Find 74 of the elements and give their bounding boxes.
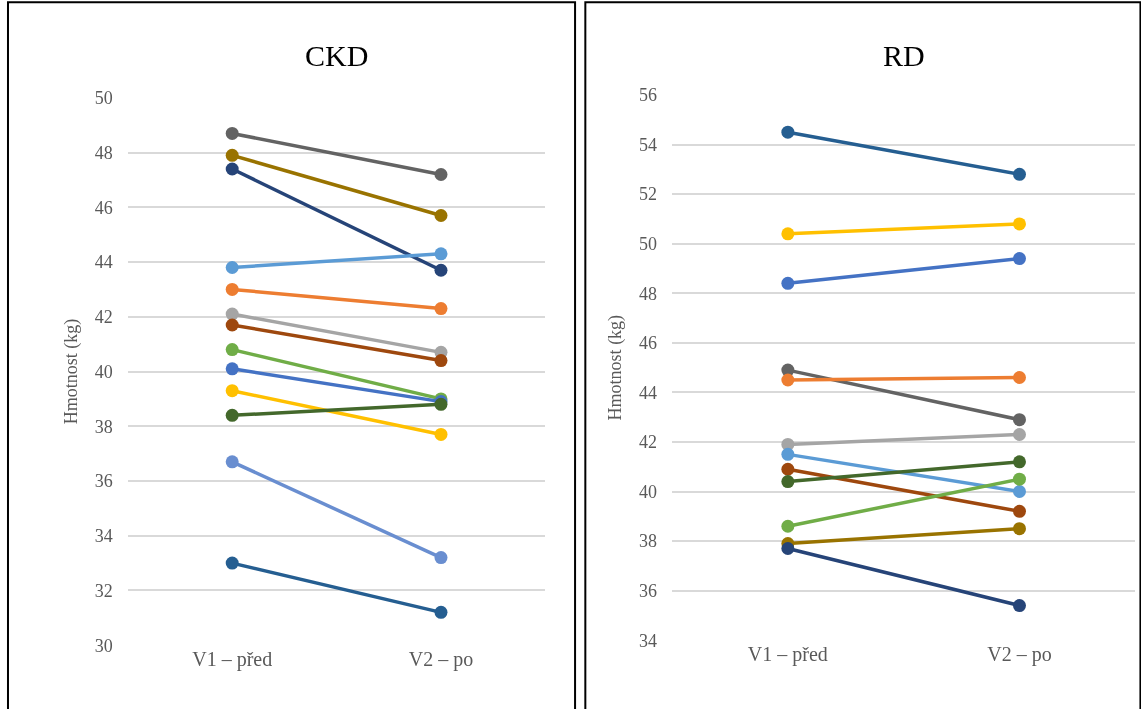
point — [1012, 167, 1026, 181]
point — [781, 475, 795, 489]
point — [1012, 522, 1026, 536]
chart-title: RD — [883, 39, 925, 72]
point — [225, 455, 239, 469]
point — [225, 162, 239, 176]
point — [225, 261, 239, 275]
y-tick-label: 52 — [639, 184, 658, 205]
point — [781, 276, 795, 290]
point — [225, 126, 239, 140]
point — [781, 519, 795, 533]
y-tick-label: 44 — [94, 252, 113, 273]
point — [781, 125, 795, 139]
point — [225, 408, 239, 422]
point — [1012, 428, 1026, 442]
point — [781, 542, 795, 556]
x-tick-label: V2 – po — [408, 648, 474, 672]
point — [225, 362, 239, 376]
point — [434, 263, 448, 277]
y-tick-label: 50 — [94, 88, 113, 109]
y-tick-label: 40 — [639, 481, 658, 502]
point — [781, 462, 795, 476]
point — [225, 384, 239, 398]
point — [1012, 371, 1026, 385]
point — [434, 427, 448, 441]
point — [1012, 252, 1026, 266]
point — [225, 282, 239, 296]
y-tick-label: 42 — [94, 307, 113, 328]
point — [225, 307, 239, 321]
y-tick-label: 46 — [639, 333, 658, 354]
point — [781, 227, 795, 241]
point — [781, 447, 795, 461]
y-tick-label: 44 — [639, 382, 658, 403]
point — [1012, 455, 1026, 469]
point — [225, 556, 239, 570]
y-tick-label: 30 — [94, 635, 113, 656]
y-axis-title: Hmotnost (kg) — [605, 314, 627, 421]
point — [1012, 485, 1026, 499]
point — [434, 302, 448, 316]
y-tick-label: 48 — [94, 142, 113, 163]
point — [434, 354, 448, 368]
point — [225, 148, 239, 162]
point — [434, 209, 448, 223]
chart-title: CKD — [305, 39, 369, 72]
y-tick-label: 48 — [639, 283, 658, 304]
y-tick-label: 46 — [94, 197, 113, 218]
point — [1012, 472, 1026, 486]
x-tick-label: V1 – před — [192, 648, 273, 672]
y-tick-label: 32 — [94, 580, 113, 601]
y-tick-label: 34 — [94, 526, 113, 547]
y-tick-label: 36 — [639, 580, 658, 601]
point — [434, 551, 448, 565]
point — [1012, 217, 1026, 231]
y-tick-label: 36 — [94, 471, 113, 492]
y-tick-label: 38 — [94, 416, 113, 437]
y-tick-label: 42 — [639, 432, 658, 453]
x-tick-label: V1 – před — [747, 643, 828, 667]
x-tick-label: V2 – po — [987, 643, 1052, 667]
point — [781, 373, 795, 387]
point — [1012, 413, 1026, 427]
point — [434, 247, 448, 261]
y-tick-label: 56 — [639, 85, 658, 106]
y-axis-title: Hmotnost (kg) — [60, 318, 82, 425]
y-tick-label: 50 — [639, 234, 658, 255]
y-tick-label: 34 — [639, 630, 658, 651]
point — [434, 167, 448, 181]
point — [1012, 504, 1026, 518]
point — [225, 343, 239, 357]
y-tick-label: 54 — [639, 134, 658, 155]
point — [434, 605, 448, 619]
point — [1012, 599, 1026, 613]
y-tick-label: 40 — [94, 361, 113, 382]
point — [225, 318, 239, 332]
y-tick-label: 38 — [639, 531, 658, 552]
